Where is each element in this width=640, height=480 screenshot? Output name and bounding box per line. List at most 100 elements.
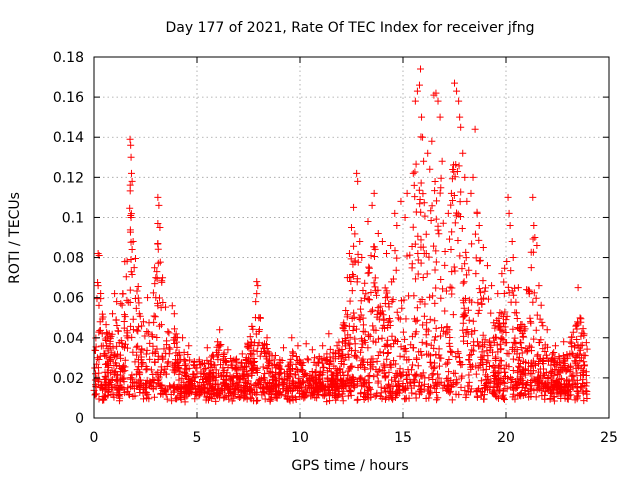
- peak-data-point: [152, 294, 160, 302]
- data-point: [128, 375, 136, 383]
- data-point: [137, 380, 145, 388]
- data-point: [472, 254, 480, 262]
- data-point: [228, 364, 236, 372]
- data-point: [181, 365, 189, 373]
- data-point: [250, 346, 258, 354]
- data-point: [332, 396, 340, 404]
- data-point: [491, 333, 499, 341]
- data-point: [101, 352, 109, 360]
- data-point: [380, 360, 388, 368]
- data-point: [207, 385, 215, 393]
- data-point: [107, 349, 115, 357]
- data-point: [509, 343, 517, 351]
- data-point: [503, 385, 511, 393]
- data-point: [457, 383, 465, 391]
- data-point: [374, 351, 382, 359]
- data-point: [561, 394, 569, 402]
- data-point: [165, 329, 173, 337]
- data-point: [576, 314, 584, 322]
- data-point: [310, 377, 318, 385]
- data-point: [97, 295, 105, 303]
- data-point: [367, 308, 375, 316]
- data-point: [145, 319, 153, 327]
- data-point: [231, 390, 239, 398]
- data-point: [126, 204, 134, 212]
- peak-data-point: [179, 334, 187, 342]
- data-point: [95, 369, 103, 377]
- data-point: [391, 378, 399, 386]
- data-point: [433, 381, 441, 389]
- data-point: [402, 394, 410, 402]
- data-point: [428, 202, 436, 210]
- data-point: [381, 342, 389, 350]
- data-point: [503, 312, 511, 320]
- data-point: [131, 295, 139, 302]
- data-point: [132, 343, 140, 351]
- data-point: [493, 376, 501, 384]
- peak-data-point: [96, 318, 104, 326]
- data-point: [461, 294, 469, 302]
- data-point: [151, 358, 159, 366]
- data-point: [437, 184, 445, 192]
- data-point: [491, 354, 499, 362]
- data-point: [446, 235, 454, 243]
- peak-data-point: [302, 340, 310, 348]
- data-point: [525, 342, 533, 350]
- data-point: [561, 361, 569, 369]
- data-point: [532, 326, 540, 334]
- data-point: [519, 366, 527, 374]
- data-point: [321, 386, 329, 394]
- data-point: [412, 208, 420, 216]
- data-point: [415, 186, 423, 194]
- data-point: [431, 177, 439, 185]
- data-point: [370, 243, 378, 251]
- data-point: [530, 335, 538, 343]
- peak-data-point: [420, 157, 428, 165]
- data-point: [132, 255, 140, 263]
- data-point: [123, 257, 131, 265]
- data-point: [434, 370, 442, 378]
- peak-data-point: [127, 141, 135, 149]
- data-point: [554, 370, 562, 378]
- data-point: [515, 362, 523, 370]
- data-point: [350, 381, 358, 389]
- data-point: [364, 372, 372, 380]
- data-point: [283, 377, 291, 385]
- data-point: [482, 380, 490, 388]
- data-point: [357, 311, 365, 319]
- data-point: [158, 381, 166, 389]
- data-point: [114, 391, 122, 399]
- data-point: [435, 345, 443, 353]
- data-point: [527, 343, 535, 351]
- data-point: [159, 387, 167, 395]
- data-point: [472, 270, 480, 278]
- data-point: [367, 390, 375, 398]
- data-point: [422, 230, 430, 238]
- data-point: [443, 382, 451, 390]
- peak-data-point: [455, 97, 463, 105]
- data-point: [545, 357, 552, 365]
- data-point: [459, 332, 467, 340]
- data-point: [298, 368, 306, 376]
- data-point: [447, 245, 455, 253]
- data-point: [445, 339, 453, 347]
- data-point: [205, 380, 213, 388]
- data-point: [314, 358, 322, 366]
- peak-data-point: [459, 149, 467, 157]
- data-point: [109, 344, 117, 352]
- data-point: [536, 365, 544, 373]
- peak-data-point: [170, 310, 178, 318]
- data-point: [120, 385, 128, 393]
- data-point: [473, 393, 481, 401]
- data-point: [414, 256, 422, 264]
- data-point: [494, 348, 502, 356]
- data-point: [250, 389, 258, 397]
- data-point: [310, 388, 318, 396]
- data-point: [364, 386, 372, 394]
- peak-data-point: [354, 177, 362, 185]
- data-point: [502, 328, 510, 336]
- data-point: [283, 395, 291, 403]
- data-point: [466, 351, 474, 359]
- peak-data-point: [387, 242, 395, 250]
- data-point: [501, 323, 509, 331]
